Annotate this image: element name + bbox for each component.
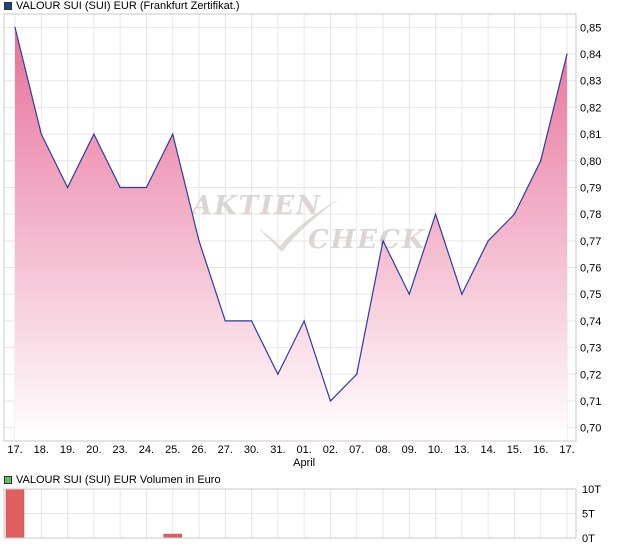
price-point [224, 320, 226, 322]
price-point [487, 240, 489, 242]
price-point [66, 186, 69, 189]
volume-bar [5, 488, 25, 539]
price-y-tick-label: 0,80 [580, 156, 601, 168]
price-line [14, 27, 568, 403]
watermark-check-icon [258, 198, 340, 252]
price-point [513, 213, 516, 215]
price-y-axis: 0,85 0,84 0,83 0,82 0,81 0,80 0,79 0,78 0,77 0,76… [580, 22, 601, 434]
x-tick-label: 02. [323, 444, 338, 456]
price-point [303, 320, 305, 322]
volume-plot-border [3, 488, 577, 539]
price-y-tick-label: 0,78 [580, 209, 601, 221]
volume-legend-label: VALOUR SUI (SUI) EUR Volumen in Euro [16, 474, 221, 486]
price-y-tick-label: 0,82 [580, 102, 601, 114]
x-tick-label: 25. [165, 444, 180, 456]
price-point [93, 133, 95, 135]
price-point [250, 320, 253, 322]
x-tick-label: 13. [454, 444, 469, 456]
volume-grid [4, 489, 576, 538]
price-legend-label: VALOUR SUI (SUI) EUR (Frankfurt Zertifik… [16, 0, 240, 12]
price-y-tick-label: 0,77 [580, 236, 601, 248]
price-point [540, 160, 542, 162]
x-tick-label: 19. [60, 444, 75, 456]
volume-y-tick-label: 0T [582, 533, 595, 545]
x-tick-label: 07. [349, 444, 364, 456]
x-tick-label: 30. [244, 444, 259, 456]
x-tick-label: 15. [507, 444, 522, 456]
price-point [40, 133, 42, 135]
price-y-tick-label: 0,72 [580, 369, 601, 381]
price-legend: VALOUR SUI (SUI) EUR (Frankfurt Zertifik… [4, 0, 240, 12]
volume-y-tick-label: 5T [582, 509, 595, 521]
x-tick-label: 10. [428, 444, 443, 456]
price-point [408, 293, 410, 295]
watermark-word-2: CHECK [308, 225, 426, 255]
watermark-word-1: AKTIEN [189, 191, 322, 221]
x-tick-label: 31. [270, 444, 285, 456]
price-plot-frame [3, 13, 577, 442]
date-x-axis: 17. 18. 19. 20. 23. 24. 25. 26. 27. 30. 31. 01. 02. 0… [7, 444, 574, 469]
price-y-tick-label: 0,74 [580, 316, 601, 328]
volume-y-axis: 10T 5T 0T [582, 484, 601, 545]
price-point [172, 133, 174, 135]
price-point [461, 293, 463, 295]
price-legend-swatch [4, 2, 12, 10]
price-y-tick-label: 0,71 [580, 396, 601, 408]
price-y-tick-label: 0,79 [580, 182, 601, 194]
price-point [382, 240, 384, 242]
x-tick-label: 09. [402, 444, 417, 456]
price-point [566, 53, 568, 55]
x-tick-label: 18. [34, 444, 49, 456]
x-tick-label: 27. [218, 444, 233, 456]
x-tick-label: 08. [375, 444, 390, 456]
x-tick-label: 20. [86, 444, 101, 456]
volume-bars [5, 488, 182, 539]
price-point [277, 373, 279, 375]
price-y-tick-label: 0,81 [580, 129, 601, 141]
x-tick-label: 01. [296, 444, 311, 456]
price-y-tick-label: 0,75 [580, 289, 601, 301]
month-label: April [293, 457, 315, 469]
volume-legend-swatch [4, 476, 12, 484]
price-point [145, 186, 148, 189]
volume-legend: VALOUR SUI (SUI) EUR Volumen in Euro [4, 474, 221, 486]
volume-y-tick-label: 10T [582, 484, 601, 496]
price-point [119, 186, 121, 189]
price-point [198, 240, 200, 242]
x-tick-label: 23. [112, 444, 127, 456]
x-tick-label: 17. [559, 444, 574, 456]
x-tick-label: 14. [480, 444, 495, 456]
price-y-tick-label: 0,70 [580, 423, 601, 435]
price-area-fill [15, 27, 567, 441]
price-area-series [14, 26, 568, 441]
x-tick-label: 16. [533, 444, 548, 456]
price-y-tick-label: 0,83 [580, 76, 601, 88]
x-tick-label: 24. [139, 444, 154, 456]
price-y-tick-label: 0,84 [580, 49, 601, 61]
price-point [329, 400, 332, 402]
price-y-tick-label: 0,76 [580, 263, 601, 275]
price-plot-border [3, 13, 577, 442]
price-point [14, 26, 16, 28]
price-y-tick-label: 0,85 [580, 22, 601, 34]
volume-bar [163, 533, 182, 539]
price-point [434, 213, 437, 215]
volume-plot-frame [3, 488, 577, 539]
x-tick-label: 17. [7, 444, 22, 456]
price-point [356, 373, 358, 375]
x-tick-label: 26. [191, 444, 206, 456]
watermark: AKTIEN CHECK [189, 191, 426, 255]
price-y-tick-label: 0,73 [580, 343, 601, 355]
